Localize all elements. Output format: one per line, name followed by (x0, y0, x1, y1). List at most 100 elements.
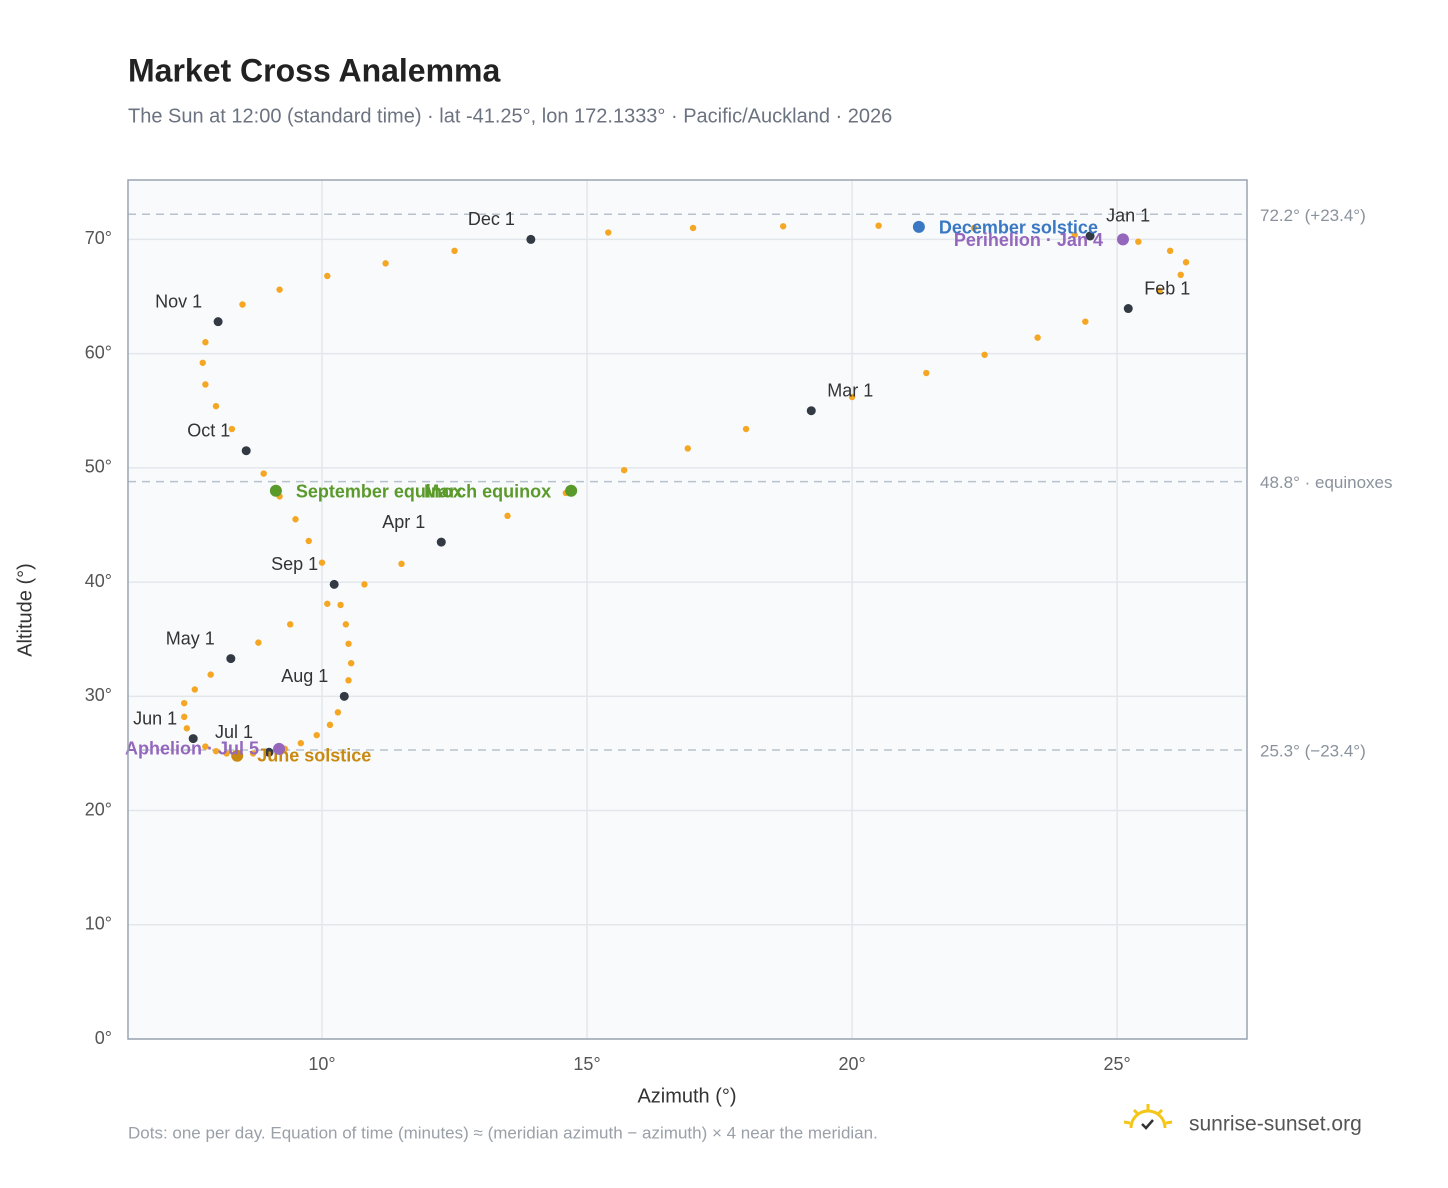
x-tick-label: 10° (308, 1054, 335, 1074)
daily-dot (334, 709, 342, 716)
daily-dot (212, 747, 220, 755)
daily-dot (276, 286, 283, 293)
daily-dot (1177, 271, 1184, 279)
daily-dot (620, 466, 628, 474)
month-label: Jul 1 (215, 722, 253, 742)
x-axis-label: Azimuth (°) (637, 1085, 736, 1107)
event-label: Aphelion · Jul 5 (125, 739, 259, 759)
daily-dot (605, 229, 612, 236)
daily-dot (923, 369, 930, 377)
month-marker (339, 691, 349, 701)
month-marker (1085, 231, 1095, 241)
month-marker (213, 317, 223, 327)
daily-dot (326, 721, 334, 729)
event-marker (231, 749, 244, 762)
month-marker (241, 446, 251, 456)
daily-dot (1082, 318, 1089, 325)
chart-title: Market Cross Analemma (128, 52, 501, 88)
daily-dot (504, 512, 511, 520)
month-marker (264, 747, 274, 757)
event-label: December solstice (939, 218, 1098, 238)
event-marker (273, 742, 286, 755)
month-marker (436, 537, 446, 547)
daily-dot (212, 402, 220, 410)
daily-dot (199, 359, 206, 366)
daily-dot (345, 677, 352, 684)
daily-dot (183, 725, 191, 732)
daily-dot (398, 560, 405, 568)
y-tick-label: 10° (85, 914, 112, 934)
daily-dot (249, 750, 257, 757)
daily-dot (202, 339, 209, 346)
event-label: June solstice (257, 745, 371, 765)
plot-layer: Jan 1 Feb 1 Mar 1 Apr 1 May 1 Jun 1 Jul 1 Aug 1… (125, 180, 1247, 1040)
month-label: Jun 1 (133, 708, 177, 728)
daily-dot (260, 470, 267, 477)
daily-dot (297, 739, 305, 747)
daily-dot (318, 559, 326, 566)
event-label: September equinox (296, 481, 463, 501)
month-marker (188, 734, 198, 744)
event-marker (912, 220, 925, 233)
daily-dot (255, 639, 262, 646)
x-tick-label: 15° (573, 1054, 600, 1074)
month-label: Apr 1 (382, 512, 425, 532)
daily-dot (207, 671, 214, 678)
y-tick-label: 60° (85, 342, 112, 362)
daily-dot (689, 224, 697, 232)
reference-label: 25.3° (−23.4°) (1260, 741, 1366, 760)
plot-area (128, 180, 1247, 1039)
daily-dot (361, 581, 368, 588)
y-tick-label: 40° (85, 571, 112, 591)
event-label: March equinox (424, 481, 551, 501)
daily-dot (742, 425, 750, 433)
daily-dot (324, 272, 331, 280)
daily-dot (1166, 247, 1174, 255)
y-tick-label: 50° (85, 457, 112, 477)
daily-dot (1156, 287, 1163, 295)
month-marker (226, 654, 236, 664)
footnote: Dots: one per day. Equation of time (min… (128, 1123, 878, 1142)
brand-name: sunrise-sunset.org (1189, 1113, 1362, 1136)
month-label: Feb 1 (1144, 278, 1190, 298)
daily-dot (779, 223, 787, 230)
daily-dot (848, 393, 856, 401)
y-tick-label: 20° (85, 799, 112, 819)
daily-dot (228, 425, 236, 433)
daily-dot (875, 222, 882, 229)
y-axis-label: Altitude (°) (14, 563, 36, 657)
event-marker (1116, 233, 1129, 246)
daily-dot (1034, 334, 1041, 341)
month-label: Mar 1 (827, 380, 873, 400)
daily-dot (337, 601, 344, 609)
daily-dot (347, 659, 355, 667)
reference-label: 48.8° · equinoxes (1260, 473, 1393, 492)
daily-dot (239, 301, 246, 308)
month-label: Aug 1 (281, 666, 328, 686)
daily-dot (180, 699, 188, 707)
daily-dot (202, 743, 209, 750)
daily-dot (345, 640, 352, 647)
event-marker (565, 484, 578, 497)
daily-dot (287, 621, 294, 628)
month-label: Dec 1 (468, 209, 515, 229)
month-label: Oct 1 (187, 420, 230, 440)
month-marker (806, 406, 816, 416)
month-label: Sep 1 (271, 554, 318, 574)
month-label: Jan 1 (1106, 206, 1150, 226)
brand-logo (1123, 1104, 1173, 1130)
daily-dot (292, 516, 299, 523)
daily-dot (1135, 238, 1142, 245)
event-marker (269, 484, 282, 497)
month-label: May 1 (166, 628, 215, 648)
daily-dot (180, 713, 188, 721)
chart-subtitle: The Sun at 12:00 (standard time) · lat -… (128, 105, 892, 127)
daily-dot (202, 381, 209, 388)
daily-dot (313, 731, 320, 739)
event-label: Perihelion · Jan 4 (954, 230, 1103, 250)
daily-dot (981, 351, 988, 358)
daily-dot (324, 600, 331, 607)
daily-dot (1182, 259, 1190, 266)
plot-frame (127, 179, 1248, 1040)
